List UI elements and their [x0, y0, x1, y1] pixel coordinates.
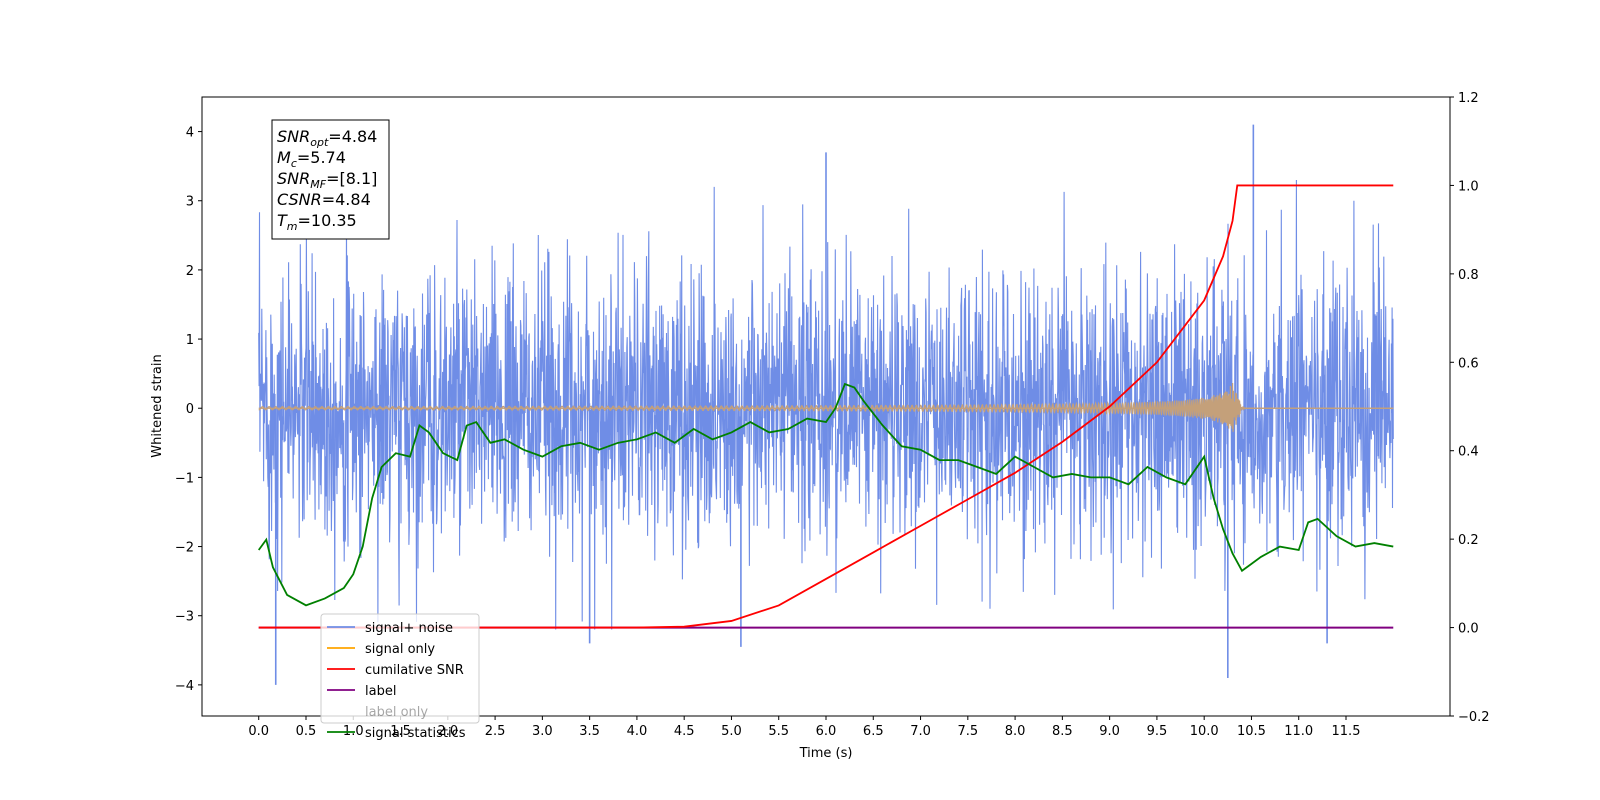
y2-tick-label: 0.2 — [1458, 533, 1479, 548]
series-cumulative-snr — [258, 184, 1394, 629]
legend-label-4: label only — [365, 705, 428, 720]
y2-tick-label: 0.6 — [1458, 356, 1479, 371]
legend-label-2: cumilative SNR — [365, 663, 464, 678]
legend-label-1: signal only — [365, 642, 435, 657]
info-main: CSNR — [277, 190, 322, 209]
y2-tick-label: 0.4 — [1458, 445, 1479, 460]
x-tick-label: 3.5 — [579, 724, 600, 739]
info-value: =4.84 — [322, 190, 371, 209]
info-value: =5.74 — [297, 148, 346, 167]
x-tick-label: 8.0 — [1005, 724, 1026, 739]
info-box: SNRopt=4.84Mc=5.74SNRMF=[8.1]CSNR=4.84Tm… — [271, 119, 390, 240]
legend-label-3: label — [365, 684, 396, 699]
x-tick-label: 11.0 — [1284, 724, 1313, 739]
y-tick-label: −4 — [175, 679, 194, 694]
x-tick-label: 1.5 — [390, 724, 411, 739]
info-line-0: SNRopt=4.84 — [277, 127, 377, 149]
info-line-1: Mc=5.74 — [277, 148, 346, 170]
y2-tick-label: −0.2 — [1458, 710, 1490, 725]
y-tick-label: 0 — [186, 402, 194, 417]
x-tick-label: 10.0 — [1190, 724, 1219, 739]
y-axis-left: −4 −3 −2 −1 0 1 2 3 4 — [175, 126, 202, 694]
y-tick-label: 3 — [186, 195, 194, 210]
y-tick-label: 1 — [186, 333, 194, 348]
x-tick-label: 4.5 — [674, 724, 695, 739]
legend-frame — [320, 613, 480, 724]
legend: signal+ noise signal only cumilative SNR la… — [320, 613, 480, 741]
legend-label-5: signal statistics — [365, 726, 466, 741]
x-tick-label: 2.5 — [485, 724, 506, 739]
y2-tick-label: 1.0 — [1458, 179, 1479, 194]
info-sub: opt — [310, 136, 329, 149]
info-value: =4.84 — [328, 127, 377, 146]
x-axis-label: Time (s) — [799, 746, 853, 761]
y-axis-right: −0.2 0.0 0.2 0.4 0.6 0.8 1.0 1.2 — [1450, 91, 1490, 725]
y2-tick-label: 0.8 — [1458, 268, 1479, 283]
y2-tick-label: 0.0 — [1458, 622, 1479, 637]
x-tick-label: 6.5 — [863, 724, 884, 739]
y-tick-label: −1 — [175, 471, 194, 486]
x-tick-label: 2.0 — [437, 724, 458, 739]
info-value: =[8.1] — [326, 169, 377, 188]
y-tick-label: −2 — [175, 541, 194, 556]
legend-label-0: signal+ noise — [365, 621, 453, 636]
info-main: T — [277, 211, 288, 230]
x-tick-label: 7.0 — [910, 724, 931, 739]
info-main: SNR — [277, 169, 310, 188]
y2-tick-label: 1.2 — [1458, 91, 1479, 106]
series-signal-only — [258, 383, 1394, 432]
x-tick-label: 0.0 — [248, 724, 269, 739]
x-tick-label: 11.5 — [1332, 724, 1361, 739]
y-tick-label: 4 — [186, 126, 194, 141]
info-value: =10.35 — [298, 211, 357, 230]
x-tick-label: 4.0 — [627, 724, 648, 739]
info-line-3: CSNR=4.84 — [277, 190, 371, 209]
info-line-4: Tm=10.35 — [277, 211, 357, 233]
info-sub: m — [287, 220, 298, 233]
x-tick-label: 0.5 — [296, 724, 317, 739]
x-tick-label: 10.5 — [1237, 724, 1266, 739]
x-tick-label: 9.5 — [1147, 724, 1168, 739]
info-sub: c — [291, 157, 297, 170]
info-line-2: SNRMF=[8.1] — [277, 169, 377, 191]
y-axis-label: Whitened strain — [150, 354, 165, 457]
info-sub: MF — [310, 178, 326, 191]
x-tick-label: 3.0 — [532, 724, 553, 739]
y-tick-label: 2 — [186, 264, 194, 279]
x-tick-label: 6.0 — [816, 724, 837, 739]
x-tick-label: 5.0 — [721, 724, 742, 739]
x-tick-label: 8.5 — [1052, 724, 1073, 739]
info-main: M — [277, 148, 291, 167]
x-tick-label: 7.5 — [957, 724, 978, 739]
series-signal-statistics — [258, 382, 1394, 607]
x-tick-label: 9.0 — [1099, 724, 1120, 739]
y-tick-label: −3 — [175, 610, 194, 625]
x-tick-label: 5.5 — [768, 724, 789, 739]
info-box-frame — [271, 119, 390, 240]
info-main: SNR — [277, 127, 310, 146]
